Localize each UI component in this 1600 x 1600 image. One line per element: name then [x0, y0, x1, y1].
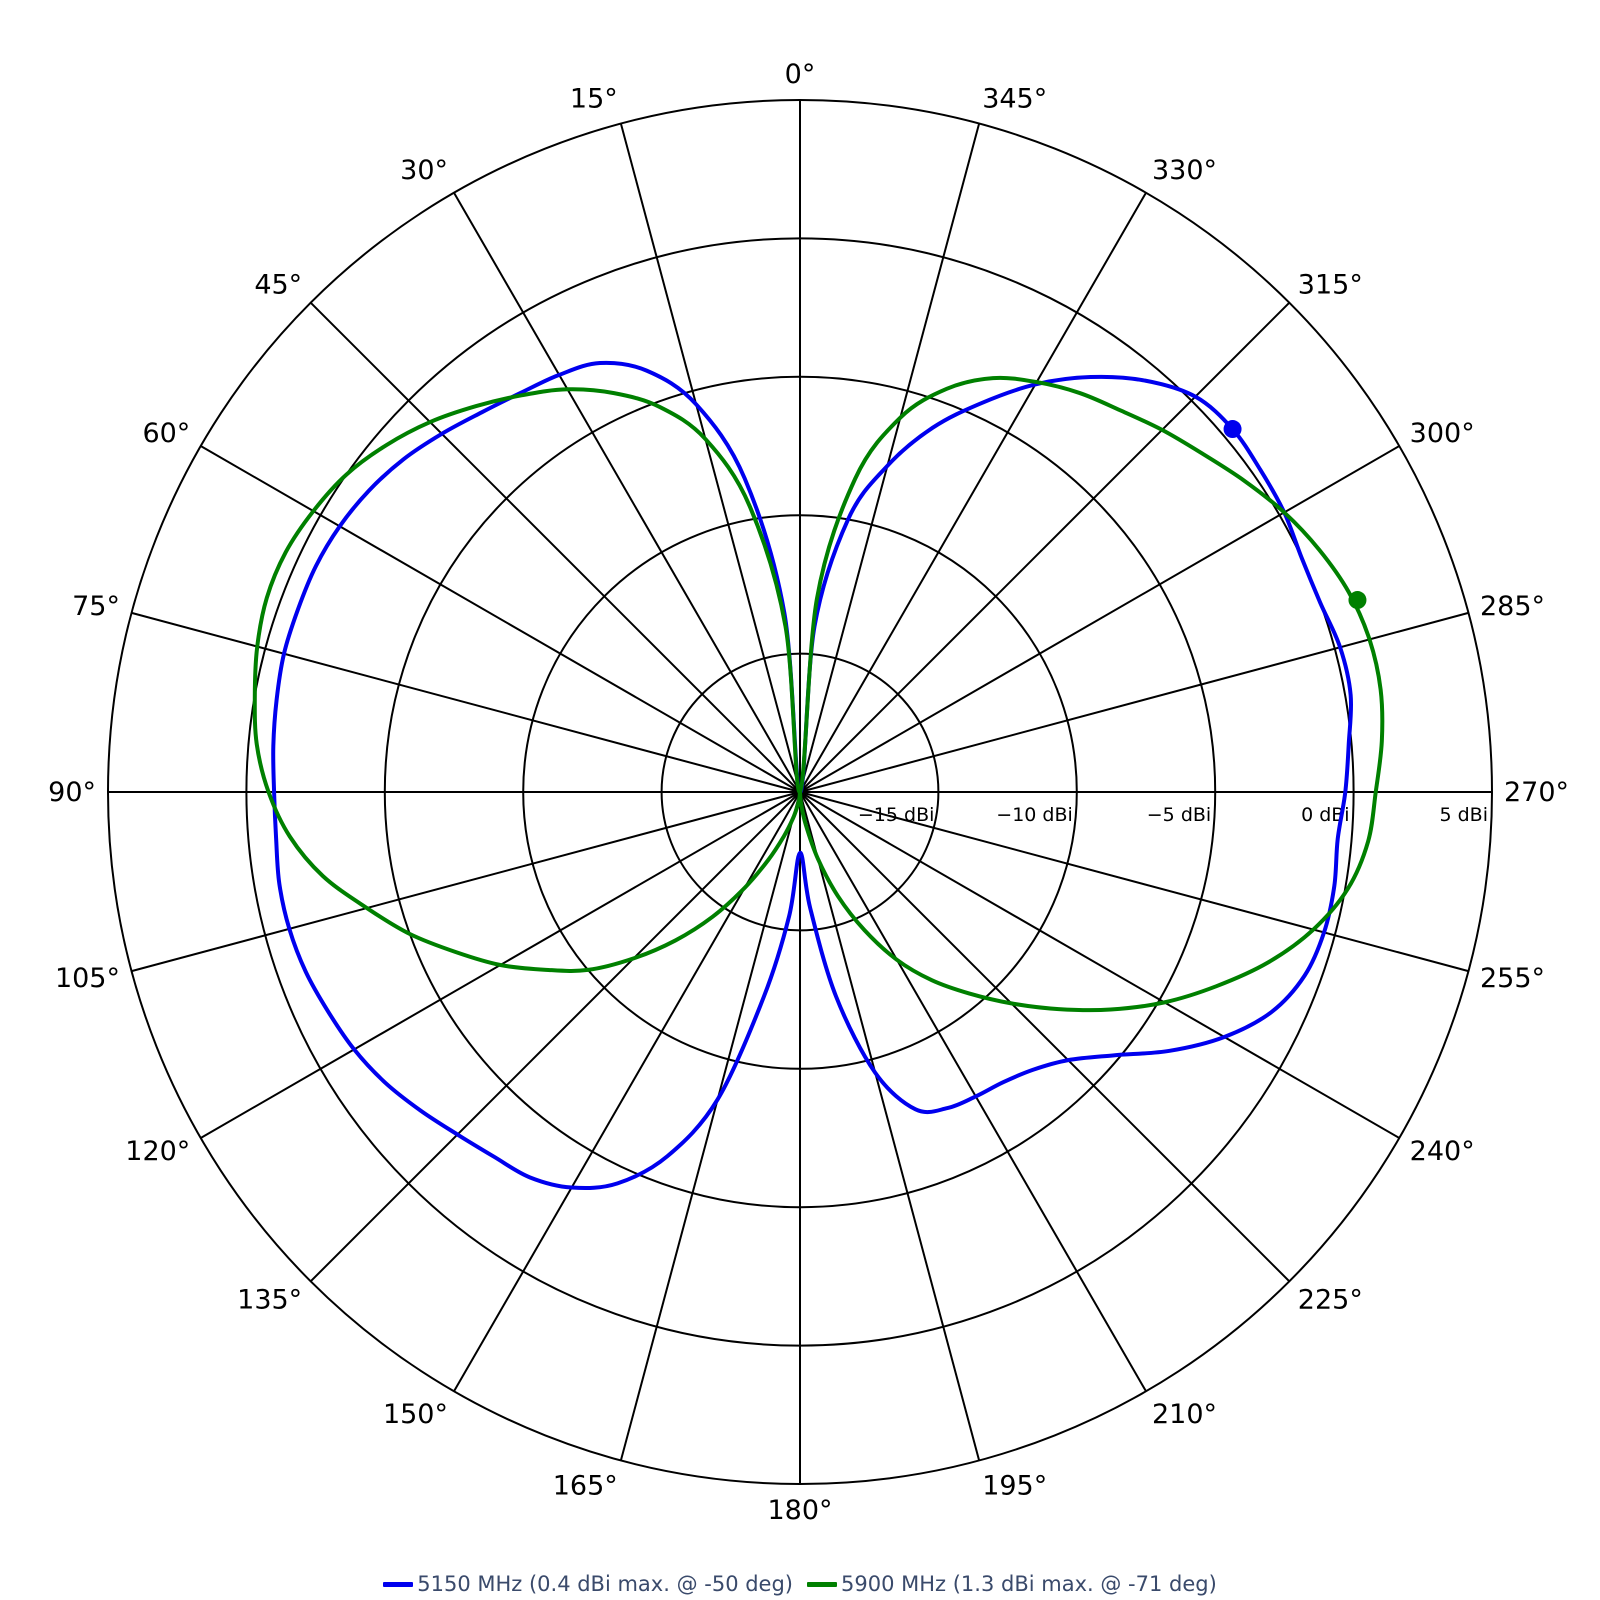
series-traces: [252, 360, 1385, 1191]
series-trace-0: [271, 360, 1354, 1191]
angle-tick-label: 15°: [570, 83, 618, 114]
legend-item-5150[interactable]: 5150 MHz (0.4 dBi max. @ -50 deg): [383, 1572, 793, 1596]
angle-tick-label: 195°: [982, 1471, 1047, 1502]
grid-spoke: [799, 791, 1291, 1283]
angle-tick-label: 285°: [1480, 591, 1545, 622]
grid-spoke: [131, 611, 801, 793]
angle-tick-label: 135°: [237, 1285, 302, 1316]
grid-spoke: [799, 791, 1400, 1139]
grid-spoke: [453, 192, 801, 793]
grid-spokes: [108, 100, 1492, 1484]
max-markers: [1223, 420, 1367, 610]
radial-tick-label: −15 dBi: [858, 804, 935, 826]
angle-tick-labels: 0° 15° 30° 45° 60° 75° 90° 105° 120° 135° 150° 165°…: [48, 59, 1569, 1526]
angle-tick-label: 120°: [125, 1136, 190, 1167]
grid-spoke: [799, 791, 1147, 1392]
angle-tick-label: 105°: [55, 963, 120, 994]
grid-spoke: [131, 791, 801, 973]
angle-tick-label: 270°: [1504, 777, 1569, 808]
grid-spoke: [799, 123, 981, 793]
angle-tick-label: 90°: [48, 777, 96, 808]
radial-tick-labels: −15 dBi −10 dBi −5 dBi 0 dBi 5 dBi: [858, 804, 1488, 826]
angle-tick-label: 165°: [553, 1471, 618, 1502]
angle-tick-label: 0°: [785, 59, 816, 90]
grid-spoke: [799, 791, 981, 1461]
angle-tick-label: 150°: [383, 1399, 448, 1430]
polar-chart: −15 dBi −10 dBi −5 dBi 0 dBi 5 dBi 0° 15° 30° 4…: [48, 59, 1569, 1526]
grid-spoke: [619, 791, 801, 1461]
legend-label-5900: 5900 MHz (1.3 dBi max. @ -71 deg): [841, 1572, 1217, 1596]
series-max-marker-0: [1223, 420, 1242, 439]
radial-tick-label: 0 dBi: [1301, 804, 1350, 826]
angle-tick-label: 330°: [1152, 155, 1217, 186]
grid-spoke: [799, 192, 1147, 793]
angle-tick-label: 30°: [400, 155, 448, 186]
series-max-marker-1: [1348, 591, 1367, 610]
legend-label-5150: 5150 MHz (0.4 dBi max. @ -50 deg): [417, 1572, 793, 1596]
radial-tick-label: −10 dBi: [996, 804, 1073, 826]
angle-tick-label: 240°: [1410, 1136, 1475, 1167]
grid-spoke: [799, 611, 1469, 793]
angle-tick-label: 345°: [982, 83, 1047, 114]
radial-tick-label: 5 dBi: [1439, 804, 1488, 826]
legend-swatch-5150: [383, 1581, 414, 1587]
angle-tick-label: 180°: [767, 1495, 832, 1526]
angle-tick-label: 300°: [1410, 418, 1475, 449]
legend-swatch-5900: [807, 1581, 837, 1587]
grid-spoke: [799, 445, 1400, 793]
angle-tick-label: 225°: [1298, 1285, 1363, 1316]
angle-tick-label: 45°: [254, 269, 302, 300]
angle-tick-label: 60°: [142, 418, 190, 449]
grid-spoke: [799, 791, 1469, 973]
angle-tick-label: 210°: [1152, 1399, 1217, 1430]
grid-spoke: [619, 123, 801, 793]
legend: 5150 MHz (0.4 dBi max. @ -50 deg) 5900 M…: [0, 1568, 1600, 1600]
angle-tick-label: 255°: [1480, 963, 1545, 994]
grid-spoke: [309, 301, 801, 793]
grid-spoke: [799, 301, 1291, 793]
angle-tick-label: 75°: [72, 591, 120, 622]
angle-tick-label: 315°: [1298, 269, 1363, 300]
legend-item-5900[interactable]: 5900 MHz (1.3 dBi max. @ -71 deg): [807, 1572, 1217, 1596]
grid-spoke: [309, 791, 801, 1283]
grid-spoke: [200, 445, 801, 793]
series-trace-1: [252, 375, 1385, 1013]
radial-tick-label: −5 dBi: [1147, 804, 1211, 826]
